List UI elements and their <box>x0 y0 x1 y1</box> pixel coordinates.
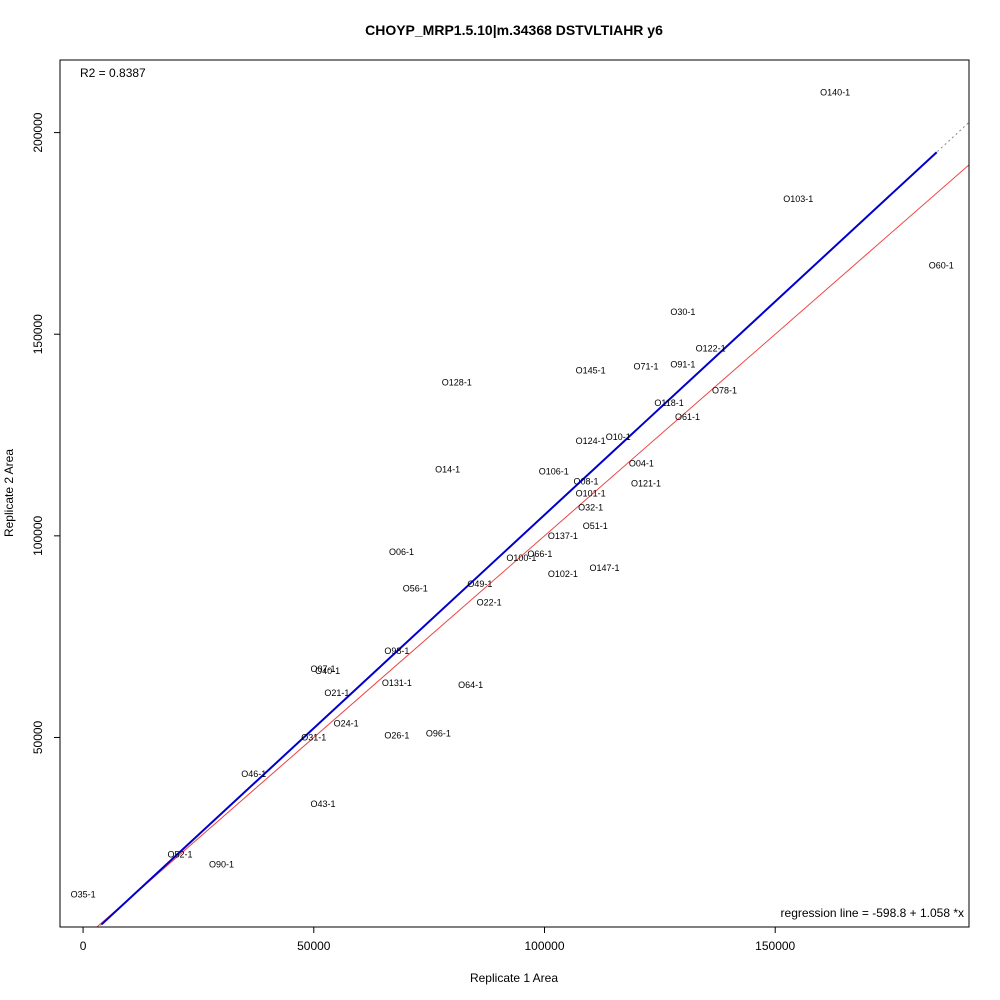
point-label: O64-1 <box>458 680 483 690</box>
x-axis-label: Replicate 1 Area <box>470 971 558 985</box>
point-label: O49-1 <box>467 579 492 589</box>
point-label: O32-1 <box>578 503 603 513</box>
plot-frame <box>59 59 970 928</box>
point-label: O35-1 <box>71 890 96 900</box>
point-label: O131-1 <box>382 678 412 688</box>
point-label: O46-1 <box>241 769 266 779</box>
x-tick-label: 100000 <box>524 939 564 953</box>
point-label: O98-1 <box>384 646 409 656</box>
point-label: O147-1 <box>589 563 619 573</box>
point-label: O24-1 <box>334 718 359 728</box>
point-label: O100-1 <box>506 553 536 563</box>
y-axis-label: Replicate 2 Area <box>2 449 16 537</box>
point-label: O137-1 <box>548 531 578 541</box>
point-label: O101-1 <box>576 489 606 499</box>
point-label: O43-1 <box>311 799 336 809</box>
x-tick-label: 50000 <box>297 939 331 953</box>
point-label: O04-1 <box>629 458 654 468</box>
point-label: O90-1 <box>209 859 234 869</box>
point-label: O10-1 <box>606 432 631 442</box>
point-label: O145-1 <box>576 366 606 376</box>
point-label: O26-1 <box>384 730 409 740</box>
point-label: O56-1 <box>403 583 428 593</box>
y-tick-label: 100000 <box>31 515 45 555</box>
point-label: O121-1 <box>631 478 661 488</box>
point-label: O128-1 <box>442 378 472 388</box>
point-label: O78-1 <box>712 386 737 396</box>
point-label: O14-1 <box>435 464 460 474</box>
point-label: O140-1 <box>820 87 850 97</box>
point-label: O103-1 <box>783 194 813 204</box>
point-label: O31-1 <box>301 732 326 742</box>
point-label: O122-1 <box>696 343 726 353</box>
point-label: O96-1 <box>426 728 451 738</box>
point-label: O106-1 <box>539 466 569 476</box>
point-label: O61-1 <box>675 412 700 422</box>
point-label: O124-1 <box>576 436 606 446</box>
point-label: O30-1 <box>670 307 695 317</box>
point-label: O06-1 <box>389 547 414 557</box>
point-label: O52-1 <box>167 849 192 859</box>
x-tick-label: 0 <box>80 939 87 953</box>
point-label: O22-1 <box>477 597 502 607</box>
point-label: O118-1 <box>654 398 683 408</box>
y-tick-label: 150000 <box>31 314 45 354</box>
y-tick-label: 50000 <box>31 720 45 754</box>
chart-title: CHOYP_MRP1.5.10|m.34368 DSTVLTIAHR y6 <box>365 22 663 38</box>
point-label: O21-1 <box>324 688 349 698</box>
point-label: O40-1 <box>315 666 340 676</box>
point-label: O07-1 <box>311 664 336 674</box>
point-label: O71-1 <box>633 361 658 371</box>
point-label: O08-1 <box>574 476 599 486</box>
regression-annotation: regression line = -598.8 + 1.058 *x <box>781 906 964 920</box>
regression-line <box>100 151 938 926</box>
identity-line <box>96 164 969 927</box>
point-label: O66-1 <box>527 549 552 559</box>
y-tick-label: 200000 <box>31 112 45 152</box>
point-label: O91-1 <box>670 359 695 369</box>
r2-annotation: R2 = 0.8387 <box>80 66 146 80</box>
point-label: O60-1 <box>929 261 954 271</box>
point-label: O102-1 <box>548 569 578 579</box>
x-tick-label: 150000 <box>755 939 795 953</box>
point-label: O51-1 <box>583 521 608 531</box>
